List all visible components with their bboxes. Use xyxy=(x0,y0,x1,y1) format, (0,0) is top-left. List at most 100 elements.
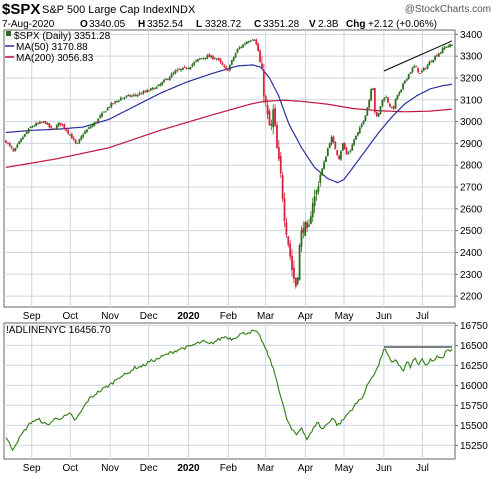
candle-body xyxy=(112,103,115,105)
candle-body xyxy=(366,107,369,116)
candle-body xyxy=(118,100,120,102)
candle-body xyxy=(38,121,41,124)
candle-body xyxy=(204,57,207,59)
candle-body xyxy=(394,98,397,109)
candle-body xyxy=(25,132,28,135)
y-tick-label: 15250 xyxy=(460,441,488,452)
candle-body xyxy=(180,68,182,71)
x-tick-label: Jun xyxy=(376,311,392,322)
x-tick-label: May xyxy=(335,463,354,474)
candle-body xyxy=(67,130,70,134)
y-tick-label: 16250 xyxy=(460,361,488,372)
candle-body xyxy=(206,55,209,59)
candle-body xyxy=(388,103,391,107)
candle-body xyxy=(326,148,329,157)
candle-body xyxy=(48,123,51,128)
candle-body xyxy=(404,80,406,84)
candle-body xyxy=(315,190,318,195)
candle-body xyxy=(277,147,280,160)
candle-body xyxy=(170,73,173,78)
price-gridlines xyxy=(4,30,455,307)
candle-body xyxy=(236,48,239,53)
candle-body xyxy=(422,68,425,71)
candle-body xyxy=(311,203,314,218)
x-tick-label: Sep xyxy=(23,463,41,474)
price-legend: $SPX (Daily) 3351.28 MA(50) 3170.88 MA(2… xyxy=(5,31,111,64)
candle-body xyxy=(119,98,122,101)
candle-body xyxy=(402,83,404,90)
candle-body xyxy=(330,136,333,145)
candle-body xyxy=(317,186,320,192)
candle-body xyxy=(72,137,75,140)
candle-body xyxy=(279,155,282,174)
legend-swatch-spx xyxy=(6,31,11,36)
candle-body xyxy=(289,243,292,257)
candle-body xyxy=(6,142,9,144)
candle-body xyxy=(140,93,143,95)
candle-body xyxy=(364,115,367,121)
candle-body xyxy=(385,97,388,99)
candle-body xyxy=(415,66,418,68)
candle-body xyxy=(400,89,403,93)
candle-body xyxy=(436,55,438,57)
candle-body xyxy=(306,222,308,229)
close-label: C xyxy=(254,19,261,30)
x-tick-label: Mar xyxy=(257,463,275,474)
candle-body xyxy=(334,141,337,150)
candle-body xyxy=(168,77,171,80)
candle-body xyxy=(345,148,348,155)
candle-body xyxy=(131,95,133,97)
candle-body xyxy=(291,255,293,270)
candle-body xyxy=(114,101,117,103)
y-tick-label: 3300 xyxy=(460,52,483,63)
candle-body xyxy=(419,72,421,74)
candle-body xyxy=(213,58,216,60)
candle-body xyxy=(78,139,81,143)
candle-body xyxy=(161,82,164,85)
candle-body xyxy=(341,143,344,151)
candle-body xyxy=(59,122,62,125)
candle-body xyxy=(193,62,196,65)
candle-body xyxy=(8,143,11,146)
candle-body xyxy=(23,134,26,137)
candle-body xyxy=(443,47,446,50)
candle-body xyxy=(234,53,237,58)
candle-body xyxy=(84,131,86,134)
candle-body xyxy=(150,88,152,91)
adline-series xyxy=(5,329,453,452)
candle-body xyxy=(178,69,181,71)
candle-body xyxy=(274,108,277,126)
y-tick-label: 3400 xyxy=(460,30,483,41)
x-tick-label: Dec xyxy=(140,463,158,474)
candle-body xyxy=(197,59,199,62)
candle-body xyxy=(82,134,85,137)
candle-body xyxy=(441,48,444,54)
x-tick-label: Jul xyxy=(416,311,429,322)
candle-body xyxy=(283,198,286,221)
legend-spx-daily: $SPX (Daily) 3351.28 xyxy=(14,31,111,42)
candle-body xyxy=(138,93,141,95)
candle-body xyxy=(276,125,278,149)
candle-body xyxy=(50,126,53,128)
candle-body xyxy=(229,65,231,71)
candlestick-series xyxy=(5,38,453,289)
candle-body xyxy=(116,100,118,102)
candle-body xyxy=(261,63,263,69)
x-tick-label: Nov xyxy=(101,311,119,322)
candle-body xyxy=(129,95,132,97)
candle-body xyxy=(437,53,440,57)
candle-body xyxy=(151,87,154,90)
candle-body xyxy=(409,72,412,74)
price-panel-frame xyxy=(3,29,456,308)
volume-value: 2.3B xyxy=(318,19,339,30)
x-tick-label: 2020 xyxy=(177,463,200,474)
candle-body xyxy=(270,124,273,126)
y-tick-label: 2500 xyxy=(460,226,483,237)
candle-body xyxy=(185,67,188,69)
y-tick-label: 15750 xyxy=(460,401,488,412)
candle-body xyxy=(407,74,410,79)
candle-body xyxy=(272,109,275,128)
candle-body xyxy=(302,227,305,233)
candle-body xyxy=(396,95,399,100)
